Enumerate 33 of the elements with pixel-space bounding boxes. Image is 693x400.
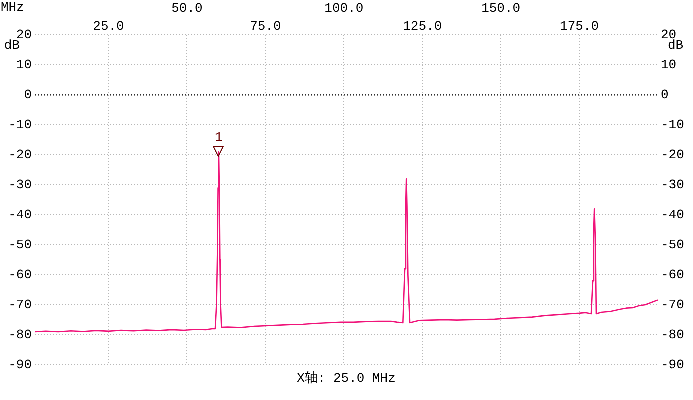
y-tick-label: -90 bbox=[8, 357, 32, 372]
y2-tick-label: 0 bbox=[661, 88, 669, 103]
y2-tick-label: -90 bbox=[661, 357, 684, 372]
y2-tick-label: -30 bbox=[661, 178, 684, 193]
x2-tick-label: 100.0 bbox=[324, 1, 364, 16]
x2-tick-label: 50.0 bbox=[172, 1, 203, 16]
y2-tick-label: -60 bbox=[661, 267, 684, 282]
x-axis-title: MHz bbox=[1, 0, 24, 15]
y2-tick-label: -80 bbox=[661, 327, 684, 342]
y-tick-label: -30 bbox=[8, 178, 32, 193]
y-tick-label: -40 bbox=[8, 208, 32, 223]
y-tick-label: -70 bbox=[8, 297, 32, 312]
y2-tick-label: -20 bbox=[661, 148, 684, 163]
y-tick-label: -10 bbox=[8, 118, 32, 133]
y-tick-label: -80 bbox=[8, 327, 32, 342]
y-tick-label: -20 bbox=[8, 148, 32, 163]
text: X轴: 25.0 MHz bbox=[297, 370, 396, 386]
y2-tick-label: -50 bbox=[661, 238, 684, 253]
y2-tick-label: -40 bbox=[661, 208, 684, 223]
y2-tick-label: 10 bbox=[661, 58, 677, 73]
y-axis-title: dB bbox=[4, 38, 20, 54]
x-tick-label: 175.0 bbox=[560, 18, 600, 34]
x-tick-label: 75.0 bbox=[250, 18, 282, 34]
y-tick-label: 0 bbox=[24, 88, 32, 103]
x-tick-label: 25.0 bbox=[93, 18, 124, 34]
y-tick-label: -60 bbox=[8, 267, 32, 282]
y-tick-label: 10 bbox=[16, 58, 32, 73]
x-tick-label: 125.0 bbox=[403, 18, 442, 34]
y-tick-label: -50 bbox=[8, 238, 32, 253]
y2-tick-label: -10 bbox=[661, 118, 684, 133]
y2-tick-label: -70 bbox=[661, 297, 684, 312]
annotation: 1 bbox=[215, 130, 224, 146]
x2-tick-label: 150.0 bbox=[482, 1, 521, 16]
